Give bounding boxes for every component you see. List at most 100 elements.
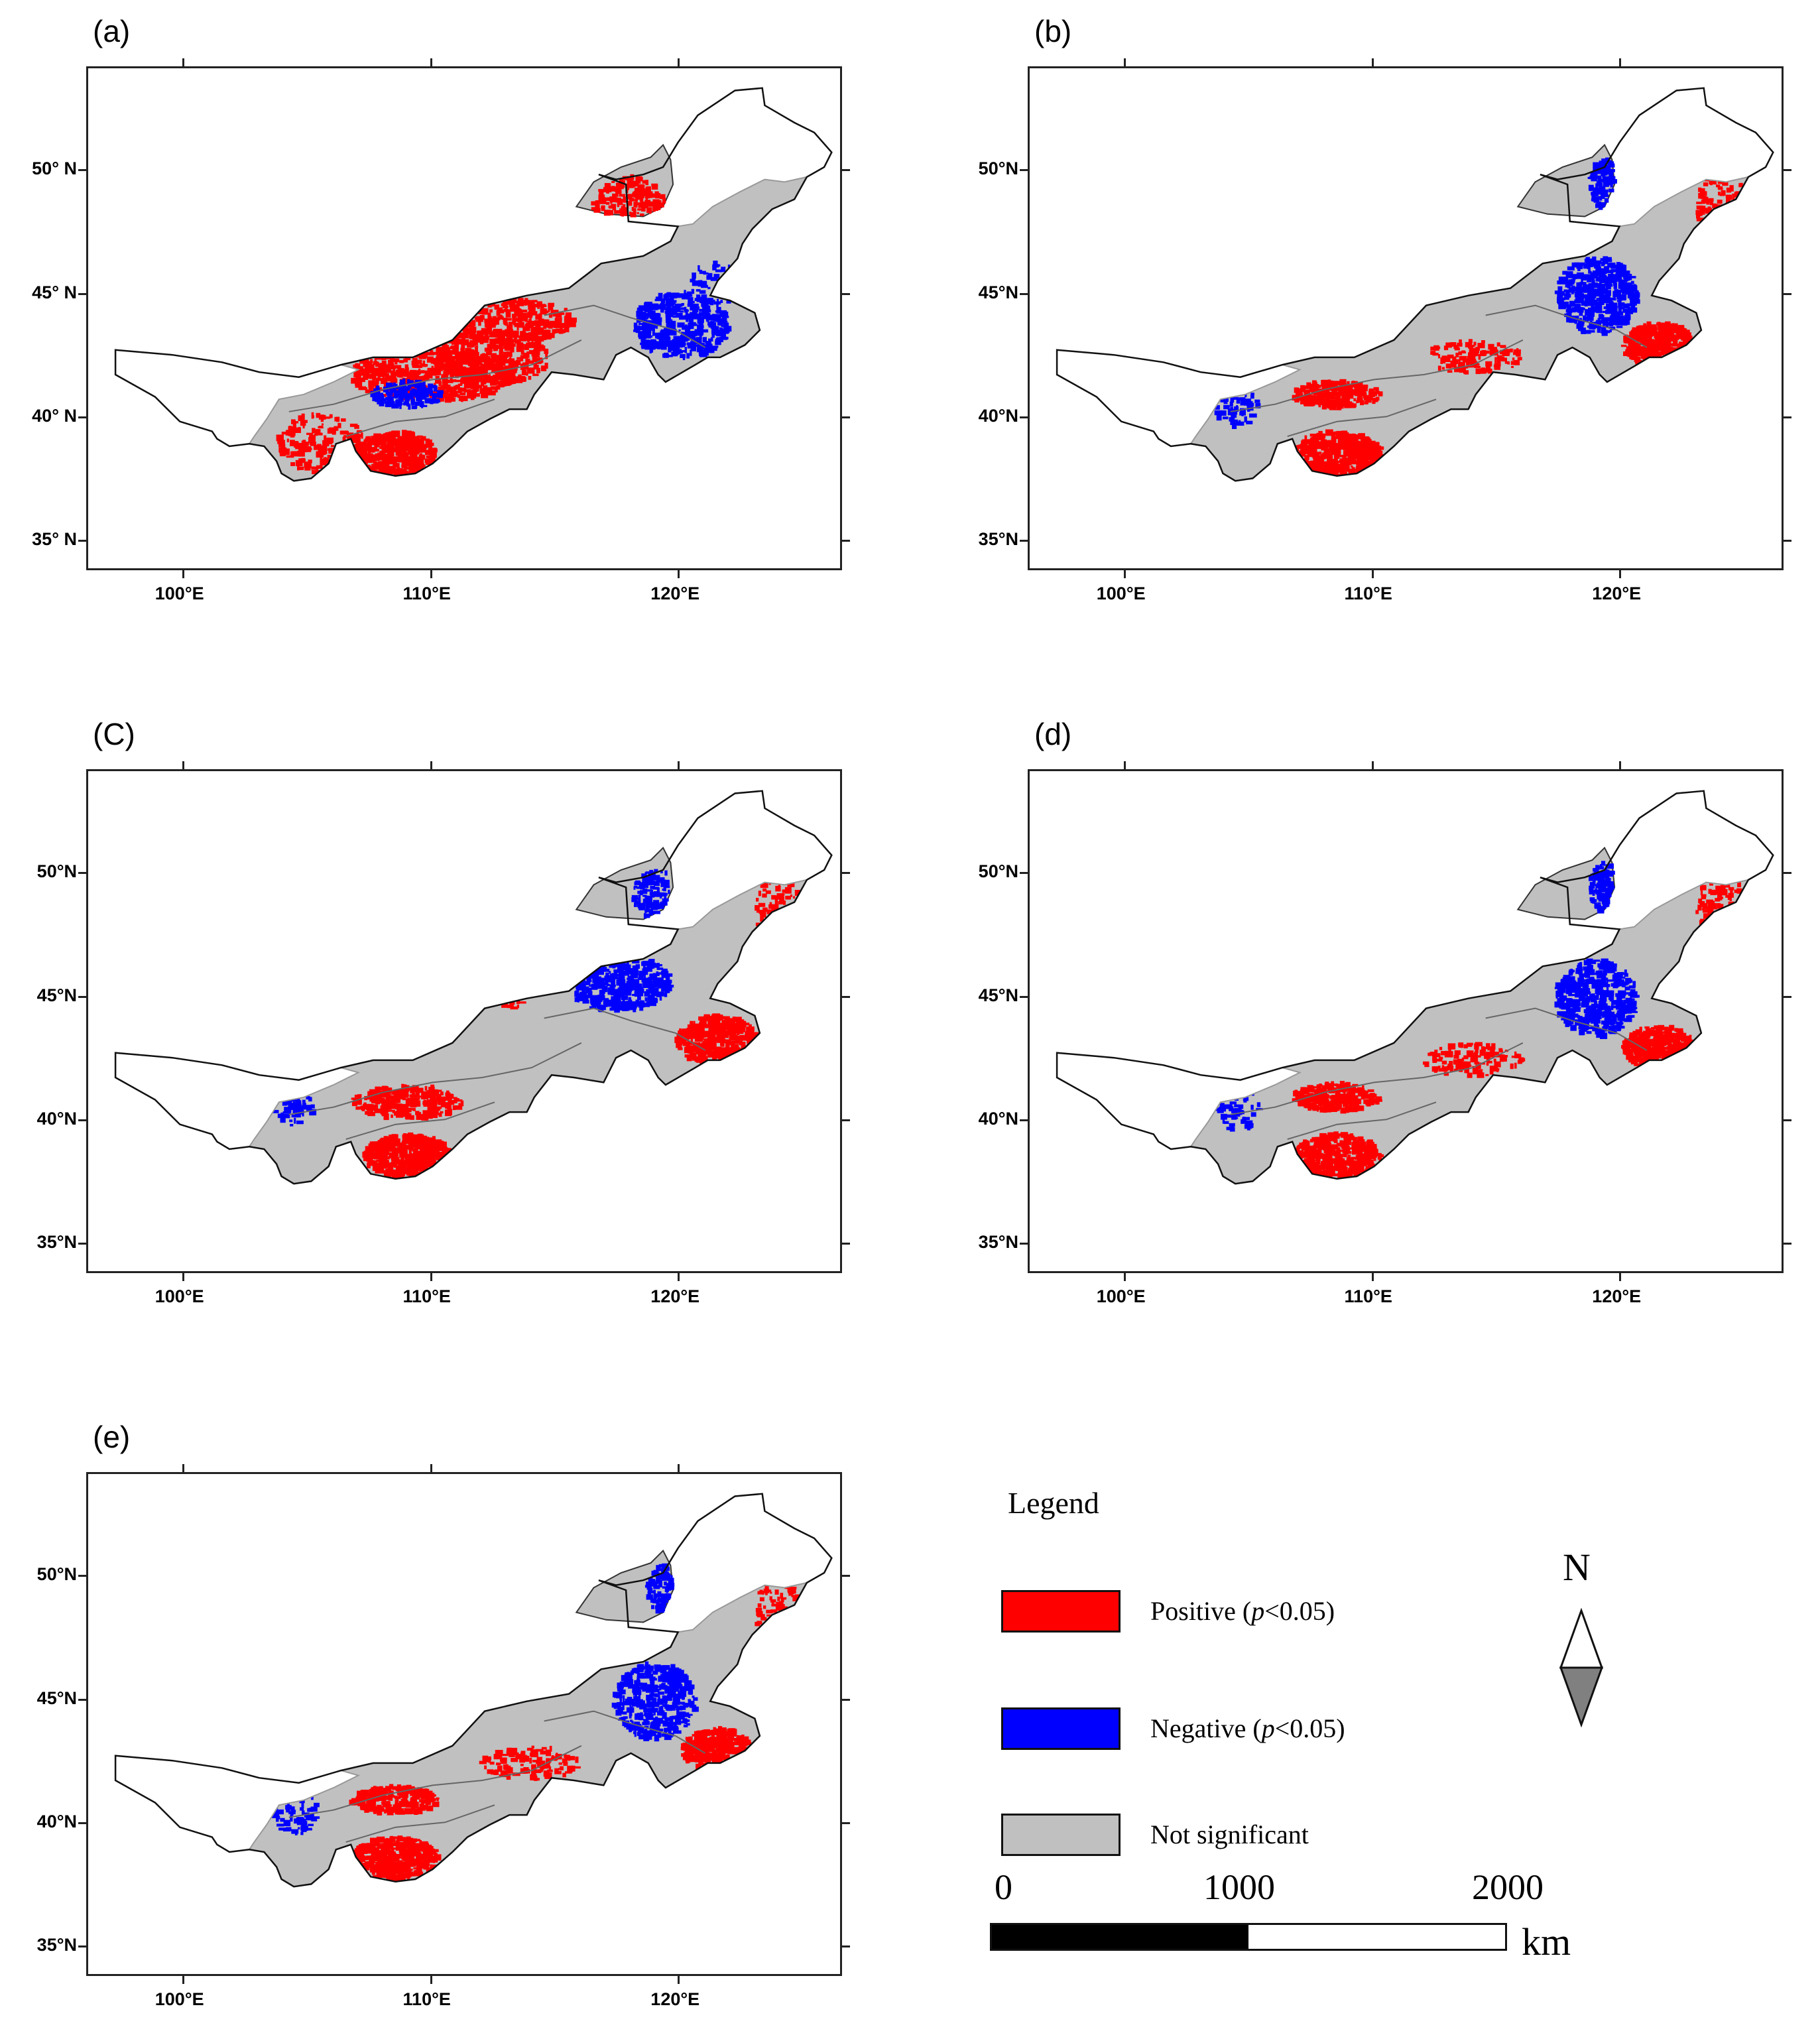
map-panel-b: (b) 50°N 45°N 40°N 35°N 100°E 110°E 120°E bbox=[941, 0, 1820, 637]
positive-pixel bbox=[432, 452, 436, 456]
negative-pixel bbox=[1608, 330, 1612, 333]
latitude-tick bbox=[842, 292, 850, 295]
positive-pixel bbox=[401, 1167, 406, 1171]
negative-pixel bbox=[1598, 206, 1603, 210]
positive-pixel bbox=[652, 206, 658, 212]
positive-pixel bbox=[361, 371, 367, 375]
positive-pixel bbox=[501, 318, 505, 320]
positive-pixel bbox=[617, 202, 620, 208]
positive-pixel bbox=[446, 389, 450, 393]
positive-pixel bbox=[401, 1154, 408, 1158]
negative-pixel bbox=[417, 395, 420, 398]
positive-pixel bbox=[521, 300, 528, 305]
positive-pixel bbox=[391, 374, 394, 381]
positive-pixel bbox=[606, 197, 613, 201]
positive-pixel bbox=[379, 450, 387, 453]
positive-pixel bbox=[1321, 470, 1326, 473]
positive-pixel bbox=[414, 1142, 417, 1150]
positive-pixel bbox=[310, 434, 313, 441]
positive-pixel bbox=[1329, 446, 1334, 451]
negative-pixel bbox=[385, 401, 389, 404]
positive-pixel bbox=[1304, 445, 1311, 448]
positive-pixel bbox=[426, 1141, 431, 1144]
positive-pixel bbox=[464, 368, 471, 374]
latitude-label: 45°N bbox=[978, 282, 1018, 302]
positive-pixel bbox=[361, 360, 368, 364]
negative-pixel bbox=[1585, 309, 1592, 314]
positive-pixel bbox=[421, 436, 426, 441]
positive-pixel bbox=[535, 358, 543, 362]
negative-pixel bbox=[656, 334, 664, 340]
positive-pixel bbox=[1344, 458, 1349, 460]
positive-pixel bbox=[526, 324, 532, 328]
negative-pixel bbox=[1628, 308, 1634, 314]
positive-pixel bbox=[404, 1168, 412, 1170]
positive-pixel bbox=[375, 379, 379, 385]
negative-pixel bbox=[664, 328, 667, 332]
positive-pixel bbox=[366, 358, 369, 361]
positive-pixel bbox=[380, 1105, 384, 1109]
negative-pixel bbox=[1595, 277, 1601, 282]
negative-pixel bbox=[1591, 193, 1596, 200]
negative-pixel bbox=[430, 390, 433, 396]
negative-pixel bbox=[684, 309, 689, 312]
negative-pixel bbox=[699, 271, 706, 275]
positive-pixel bbox=[559, 312, 562, 316]
positive-pixel bbox=[474, 317, 482, 320]
positive-pixel bbox=[1477, 351, 1479, 353]
negative-pixel bbox=[1580, 262, 1583, 269]
positive-pixel bbox=[1358, 458, 1365, 464]
positive-pixel bbox=[1432, 353, 1439, 356]
positive-pixel bbox=[1646, 325, 1652, 328]
positive-pixel bbox=[600, 198, 607, 204]
positive-pixel bbox=[612, 193, 619, 197]
positive-pixel bbox=[1726, 194, 1732, 200]
positive-pixel bbox=[394, 456, 402, 460]
latitude-tick bbox=[1784, 540, 1791, 542]
negative-pixel bbox=[672, 310, 678, 316]
positive-pixel bbox=[422, 1144, 428, 1150]
positive-pixel bbox=[463, 339, 469, 345]
positive-pixel bbox=[454, 343, 459, 349]
negative-pixel bbox=[670, 300, 676, 305]
positive-pixel bbox=[1329, 394, 1336, 400]
positive-pixel bbox=[377, 1152, 379, 1155]
positive-pixel bbox=[385, 357, 389, 360]
positive-pixel bbox=[430, 1142, 434, 1150]
positive-pixel bbox=[1469, 353, 1472, 358]
negative-pixel bbox=[715, 340, 719, 345]
positive-pixel bbox=[1369, 440, 1376, 444]
positive-pixel bbox=[1323, 441, 1331, 446]
positive-pixel bbox=[1517, 357, 1522, 361]
positive-pixel bbox=[432, 1146, 436, 1154]
positive-pixel bbox=[509, 355, 512, 361]
negative-pixel bbox=[713, 330, 718, 333]
positive-pixel bbox=[529, 316, 532, 322]
positive-pixel bbox=[408, 467, 412, 473]
positive-pixel bbox=[1337, 399, 1341, 406]
positive-pixel bbox=[1357, 395, 1363, 399]
positive-pixel bbox=[1648, 353, 1656, 359]
positive-pixel bbox=[457, 340, 462, 345]
positive-pixel bbox=[302, 425, 305, 429]
negative-pixel bbox=[655, 296, 660, 301]
positive-pixel bbox=[1306, 382, 1311, 388]
positive-pixel bbox=[1320, 436, 1325, 442]
negative-pixel bbox=[693, 338, 698, 341]
positive-pixel bbox=[457, 387, 462, 394]
negative-pixel bbox=[1583, 316, 1589, 320]
negative-pixel bbox=[1603, 178, 1608, 182]
positive-pixel bbox=[360, 452, 363, 456]
positive-pixel bbox=[361, 432, 363, 439]
positive-pixel bbox=[376, 1163, 380, 1169]
negative-pixel bbox=[1616, 326, 1623, 328]
negative-pixel bbox=[638, 331, 646, 338]
positive-pixel bbox=[536, 301, 542, 306]
positive-pixel bbox=[1485, 350, 1490, 354]
positive-pixel bbox=[486, 355, 491, 361]
longitude-label: 110°E bbox=[1344, 584, 1392, 603]
positive-pixel bbox=[524, 317, 528, 322]
positive-pixel bbox=[1636, 334, 1643, 340]
positive-pixel bbox=[459, 392, 466, 396]
negative-pixel bbox=[1595, 320, 1601, 326]
